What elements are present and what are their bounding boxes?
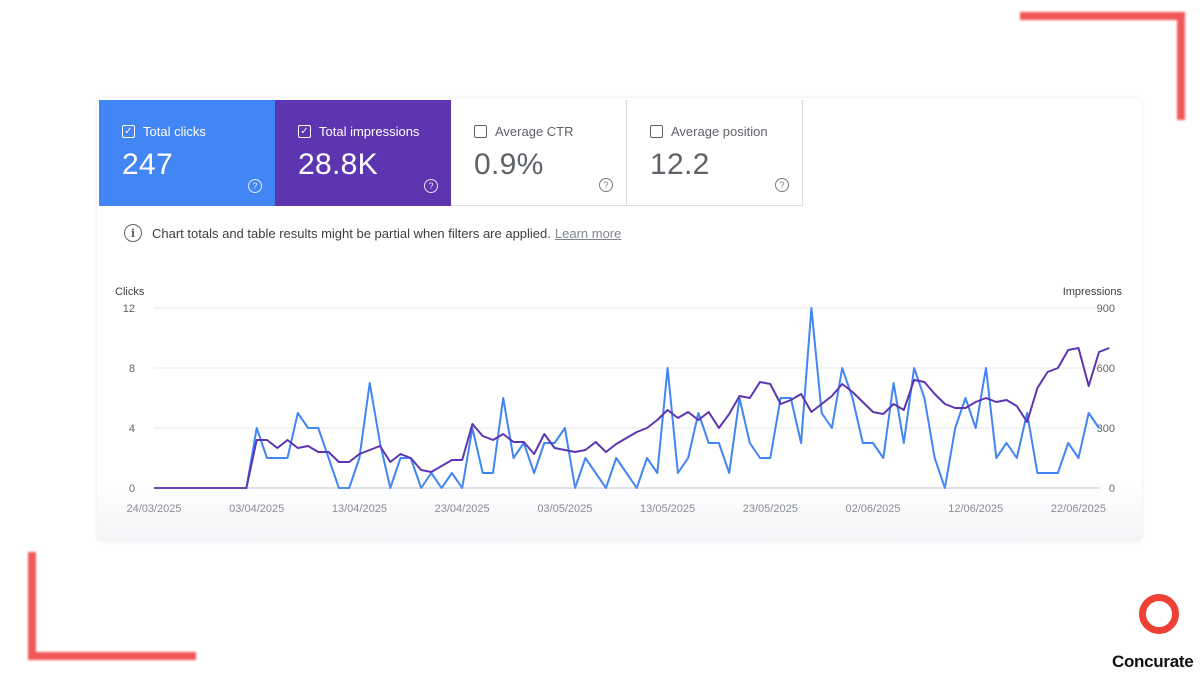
logo-ring-icon <box>1139 594 1179 634</box>
x-tick-label: 03/04/2025 <box>229 503 284 515</box>
right-axis-label: Impressions <box>1063 286 1123 298</box>
help-icon[interactable]: ? <box>424 179 438 193</box>
checkbox-checked-icon[interactable]: ✓ <box>122 125 135 138</box>
metric-label: Average CTR <box>495 124 574 139</box>
notice-text: Chart totals and table results might be … <box>152 225 551 241</box>
decorative-frame-top-right <box>1020 12 1185 120</box>
decorative-frame-bottom-left <box>28 552 196 660</box>
metric-tiles: ✓ Total clicks 247 ? ✓ Total impressions… <box>99 100 803 206</box>
checkbox-unchecked-icon[interactable] <box>474 125 487 138</box>
y-tick-label-right: 0 <box>1109 483 1115 495</box>
x-tick-label: 22/06/2025 <box>1051 503 1106 515</box>
logo-text: Concurate <box>1112 652 1194 671</box>
impressions-line <box>154 347 1110 489</box>
y-tick-label-right: 600 <box>1097 363 1115 375</box>
metric-header: ✓ Total impressions <box>298 124 419 139</box>
y-tick-label-right: 900 <box>1097 303 1115 315</box>
y-tick-label-left: 8 <box>129 363 135 375</box>
help-icon[interactable]: ? <box>248 179 262 193</box>
metric-average-ctr[interactable]: Average CTR 0.9% ? <box>451 100 627 206</box>
metric-total-impressions[interactable]: ✓ Total impressions 28.8K ? <box>275 100 451 206</box>
x-tick-label: 24/03/2025 <box>126 503 181 515</box>
learn-more-link[interactable]: Learn more <box>554 225 622 241</box>
metric-value: 28.8K <box>298 148 378 181</box>
clicks-line <box>154 307 1100 489</box>
metric-total-clicks[interactable]: ✓ Total clicks 247 ? <box>99 100 275 206</box>
y-tick-label-left: 0 <box>129 483 135 495</box>
metric-average-position[interactable]: Average position 12.2 ? <box>627 100 803 206</box>
performance-card: ✓ Total clicks 247 ? ✓ Total impressions… <box>97 98 1142 541</box>
metric-label: Average position <box>671 124 768 139</box>
metric-value: 247 <box>122 148 173 181</box>
x-tick-label: 23/05/2025 <box>743 503 798 515</box>
x-tick-label: 03/05/2025 <box>537 503 592 515</box>
filter-notice: i Chart totals and table results might b… <box>124 224 621 242</box>
metric-label: Total clicks <box>143 124 206 139</box>
x-tick-label: 12/06/2025 <box>948 503 1003 515</box>
metric-header: Average CTR <box>474 124 574 139</box>
y-tick-label-left: 4 <box>129 423 135 435</box>
x-tick-label: 13/04/2025 <box>332 503 387 515</box>
metric-value: 0.9% <box>474 148 544 181</box>
performance-chart: 0 4 8 12 0 300 600 900 Clicks Impressions 24/03/20… <box>115 286 1123 515</box>
x-tick-label: 02/06/2025 <box>845 503 900 515</box>
info-icon: i <box>124 224 142 242</box>
x-tick-label: 13/05/2025 <box>640 503 695 515</box>
metric-header: Average position <box>650 124 768 139</box>
metric-label: Total impressions <box>319 124 420 139</box>
metric-value: 12.2 <box>650 148 710 181</box>
concurate-logo: Concurate <box>1112 594 1200 672</box>
x-tick-label: 23/04/2025 <box>435 503 490 515</box>
y-tick-label-right: 300 <box>1097 423 1115 435</box>
checkbox-checked-icon[interactable]: ✓ <box>298 125 311 138</box>
help-icon[interactable]: ? <box>775 178 789 192</box>
metric-header: ✓ Total clicks <box>122 124 206 139</box>
checkbox-unchecked-icon[interactable] <box>650 125 663 138</box>
left-axis-label: Clicks <box>115 286 145 298</box>
y-tick-label-left: 12 <box>123 303 135 315</box>
help-icon[interactable]: ? <box>599 178 613 192</box>
